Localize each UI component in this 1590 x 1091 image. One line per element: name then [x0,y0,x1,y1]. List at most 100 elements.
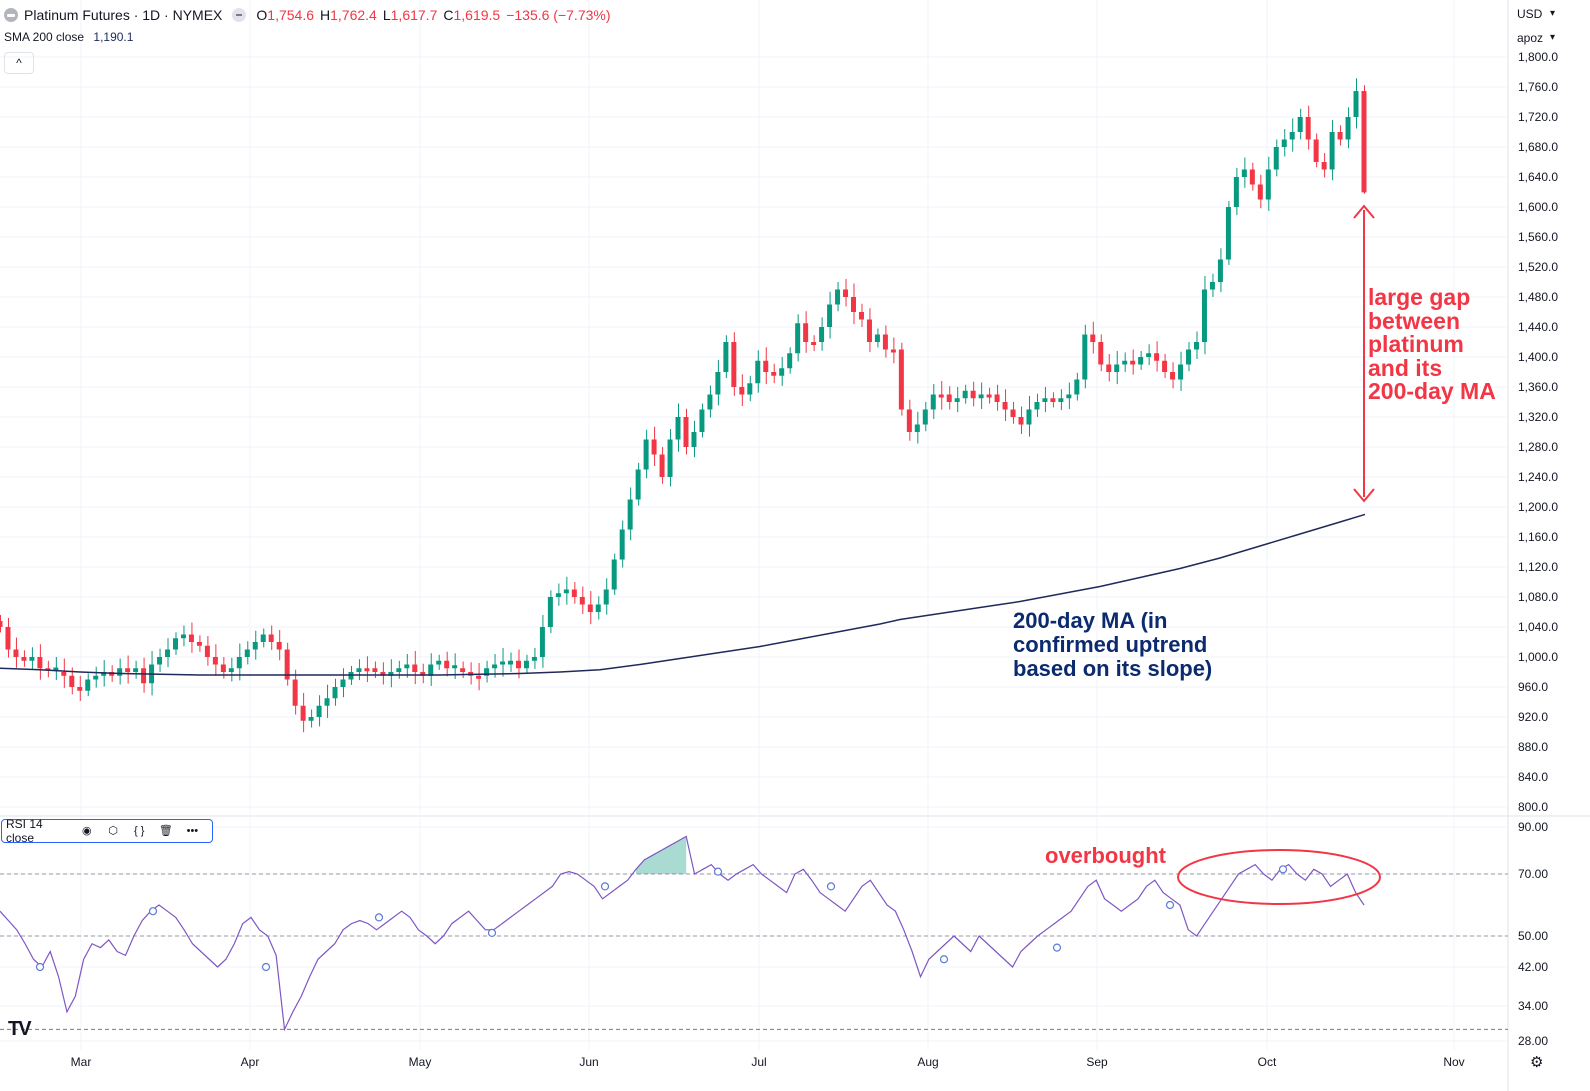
rsi-marker [826,882,836,891]
candle-body [141,668,147,684]
gear-icon[interactable]: ⚙ [1530,1054,1544,1071]
rsi-marker [487,928,497,938]
candle-body [771,372,777,376]
candle-body [1066,394,1072,399]
candle-body [1249,169,1255,185]
candle-body [236,657,242,669]
candle-body [1042,398,1048,402]
candle-body [531,657,537,661]
symbol-header[interactable]: Platinum Futures · 1D · NYMEX O 1,754.6 H… [4,4,617,26]
rsi-overbought-fill [635,836,687,874]
candle-body [1289,132,1295,140]
candle-body [460,668,466,672]
x-tick-label: May [409,1055,432,1069]
y-tick-label: 1,520.0 [1518,260,1558,274]
chevron-down-icon: ▾ [1550,8,1556,19]
candle-body [196,642,202,646]
y-tick-label: 1,640.0 [1518,170,1558,184]
candle-body [571,589,577,597]
candle-body [659,454,665,477]
rsi-marker [1278,865,1288,874]
candle-body [539,627,545,657]
candle-body [747,383,753,395]
candle-body [874,334,880,342]
candle-body [1146,353,1152,357]
candle-body [1361,91,1367,193]
y-tick-label: 1,040.0 [1518,620,1558,634]
candle-body [811,342,817,345]
candle-body [1193,342,1199,350]
y-tick-label: 1,200.0 [1518,500,1558,514]
candle-body [1090,334,1096,342]
sma-legend[interactable]: SMA 200 close 1,190.1 [4,30,133,44]
candle-body [1114,364,1120,372]
x-tick-label: Sep [1086,1055,1108,1069]
visibility-toggle-icon[interactable] [232,8,247,22]
candle-body [675,417,681,440]
candle-body [994,394,1000,402]
candle-body [77,687,83,691]
sma-legend-value: 1,190.1 [93,30,134,44]
overbought-ellipse [1177,849,1381,905]
rsi-tick-label: 42.00 [1518,960,1548,974]
rsi-marker [261,962,271,972]
candle-body [53,667,59,671]
candle-body [1297,117,1303,132]
candle-body [0,621,3,627]
candle-body [172,638,178,650]
chevron-down-icon: ▾ [1550,32,1556,43]
high-label: H [320,7,331,23]
candle-body [324,698,330,706]
candle-body [699,409,705,432]
candle-body [843,289,849,297]
candle-body [563,589,569,594]
candle-body [1122,360,1128,365]
rsi-marker [35,962,45,972]
candle-body [595,604,601,612]
eye-icon[interactable]: ◉ [82,825,92,837]
collapse-legend-button[interactable]: ^ [4,52,34,74]
rsi-tick-label: 34.00 [1518,999,1548,1013]
currency-selector[interactable]: USD [1517,7,1543,21]
rsi-marker [1165,900,1175,910]
candle-body [276,642,282,650]
sma200-line [0,513,1366,676]
candle-body [547,597,553,627]
candle-body [1170,372,1176,380]
candle-body [492,664,498,669]
source-code-icon[interactable]: { } [134,825,145,837]
candle-body [667,439,673,477]
candle-body [204,645,210,657]
symbol-title: Platinum Futures · 1D · NYMEX [24,7,223,23]
candle-body [1209,282,1215,290]
x-tick-label: Apr [241,1055,260,1069]
settings-icon[interactable]: ⬡ [108,825,118,837]
rsi-tick-label: 70.00 [1518,867,1548,881]
candle-body [1233,177,1239,207]
y-tick-label: 1,240.0 [1518,470,1558,484]
y-tick-label: 1,360.0 [1518,380,1558,394]
gap-arrow-head-top [1353,204,1375,219]
rsi-tick-label: 90.00 [1518,820,1548,834]
y-tick-label: 1,280.0 [1518,440,1558,454]
open-label: O [256,7,268,23]
candle-body [1273,147,1279,170]
rsi-marker [939,955,949,964]
annotation-ma: 200-day MA (in confirmed uptrend based o… [1013,608,1213,681]
candle-body [1321,162,1327,170]
candle-body [523,660,529,669]
rsi-marker [1052,943,1062,952]
candle-body [268,634,274,642]
y-tick-label: 840.0 [1518,770,1548,784]
candle-body [787,353,793,369]
candle-body [85,679,91,691]
more-icon[interactable]: ••• [186,825,199,837]
scale-mode-selector[interactable]: apoz [1517,31,1544,45]
rsi-legend[interactable]: RSI 14 close ◉ ⬡ { } 🗑 ••• [1,817,213,845]
candle-body [555,593,561,597]
candle-body [739,387,745,395]
trash-icon[interactable]: 🗑 [158,825,173,837]
candle-body [364,668,370,672]
candle-body [970,390,976,399]
